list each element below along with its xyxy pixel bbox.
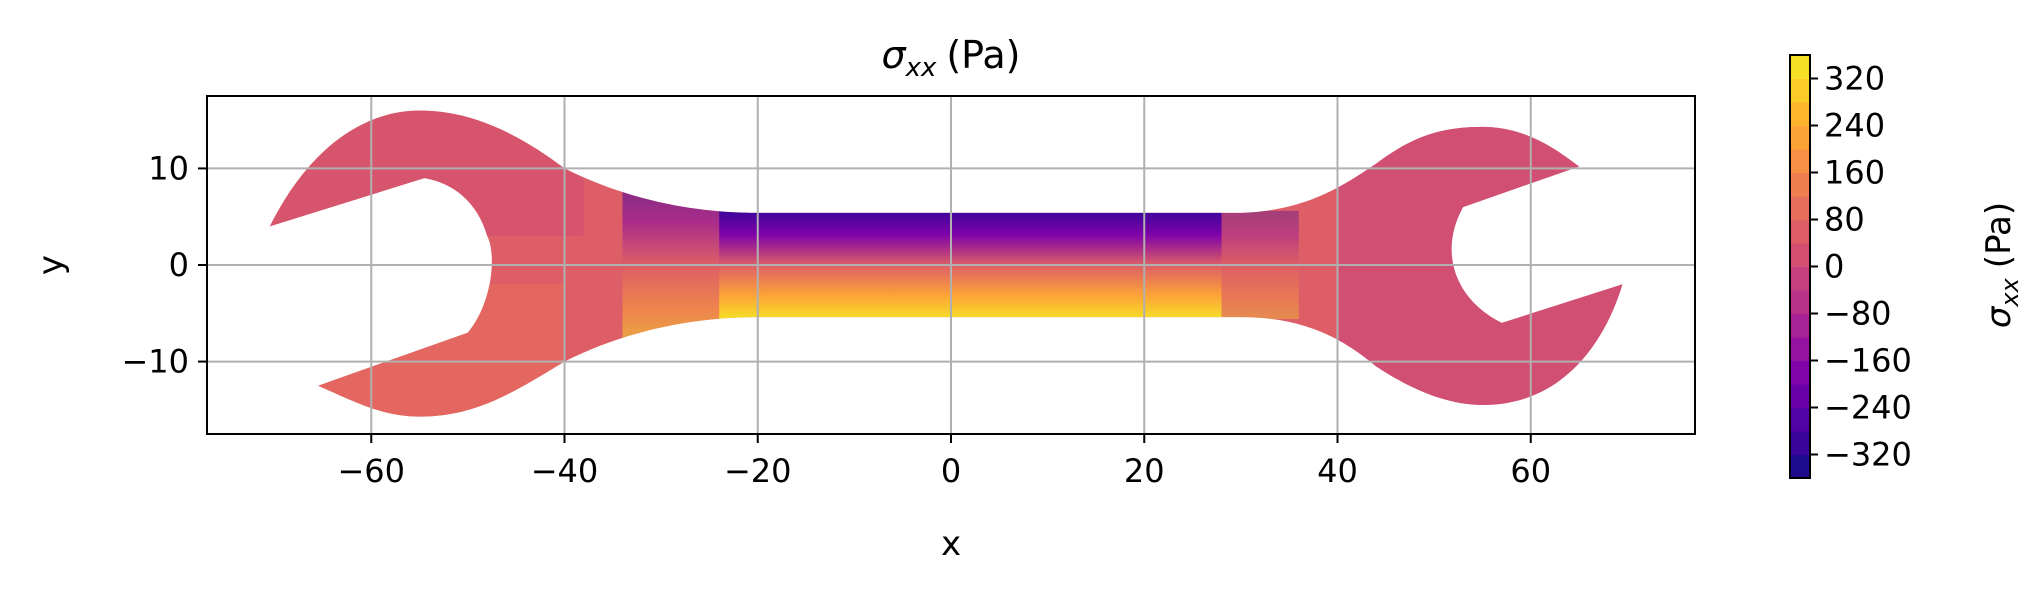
x-tick-label: 60: [1510, 452, 1551, 490]
x-tick-label: 0: [941, 452, 961, 490]
x-tick-label: 40: [1317, 452, 1358, 490]
x-tick-label: −20: [724, 452, 792, 490]
colorbar-band: [1790, 102, 1810, 127]
y-tick-label: −10: [121, 343, 189, 381]
colorbar-tick-label: −240: [1824, 389, 1912, 427]
colorbar-band: [1790, 454, 1810, 479]
colorbar-label: σxx (Pa): [1979, 202, 2024, 328]
colorbar-tick-label: 160: [1824, 154, 1885, 192]
x-axis-label: x: [941, 524, 961, 564]
colorbar-band: [1790, 219, 1810, 244]
colorbar-tick-label: 240: [1824, 107, 1885, 145]
colorbar-band: [1790, 360, 1810, 385]
colorbar-band: [1790, 431, 1810, 456]
y-axis-ticks: −10 0 10: [121, 149, 207, 381]
colorbar-band: [1790, 78, 1810, 103]
title-unit: (Pa): [946, 33, 1020, 77]
colorbar-band: [1790, 266, 1810, 291]
colorbar-label-unit: (Pa): [1979, 202, 2019, 268]
colorbar-band: [1790, 290, 1810, 315]
x-tick-label: −60: [337, 452, 405, 490]
colorbar-tick-label: −80: [1824, 295, 1892, 333]
colorbar-band: [1790, 243, 1810, 268]
x-tick-label: 20: [1124, 452, 1165, 490]
y-axis-label: y: [31, 255, 71, 275]
colorbar-band: [1790, 196, 1810, 221]
colorbar-label-symbol: σ: [1979, 305, 2019, 328]
colorbar-band: [1790, 172, 1810, 197]
colorbar-tick-label: −320: [1824, 436, 1912, 474]
colorbar-tick-label: 0: [1824, 248, 1844, 286]
colorbar-band: [1790, 55, 1810, 80]
y-tick-label: 10: [148, 149, 189, 187]
colorbar-tick-label: 80: [1824, 201, 1865, 239]
title-subscript: xx: [905, 53, 937, 83]
colorbar-band: [1790, 149, 1810, 174]
chart-title: σxx (Pa): [881, 33, 1020, 83]
title-symbol: σ: [881, 33, 907, 77]
colorbar-tick-label: −160: [1824, 342, 1912, 380]
colorbar-band: [1790, 407, 1810, 432]
colorbar-band: [1790, 125, 1810, 150]
colorbar-band: [1790, 337, 1810, 362]
colorbar: −320 −240 −160 −80 0 80 160 240 320: [1789, 54, 1912, 479]
colorbar-band: [1790, 384, 1810, 409]
grid: [207, 96, 1695, 434]
y-tick-label: 0: [169, 246, 189, 284]
colorbar-tick-label: 320: [1824, 60, 1885, 98]
x-tick-label: −40: [531, 452, 599, 490]
colorbar-band: [1790, 313, 1810, 338]
x-axis-ticks: −60 −40 −20 0 20 40 60: [337, 434, 1551, 490]
colorbar-label-subscript: xx: [1996, 277, 2024, 307]
